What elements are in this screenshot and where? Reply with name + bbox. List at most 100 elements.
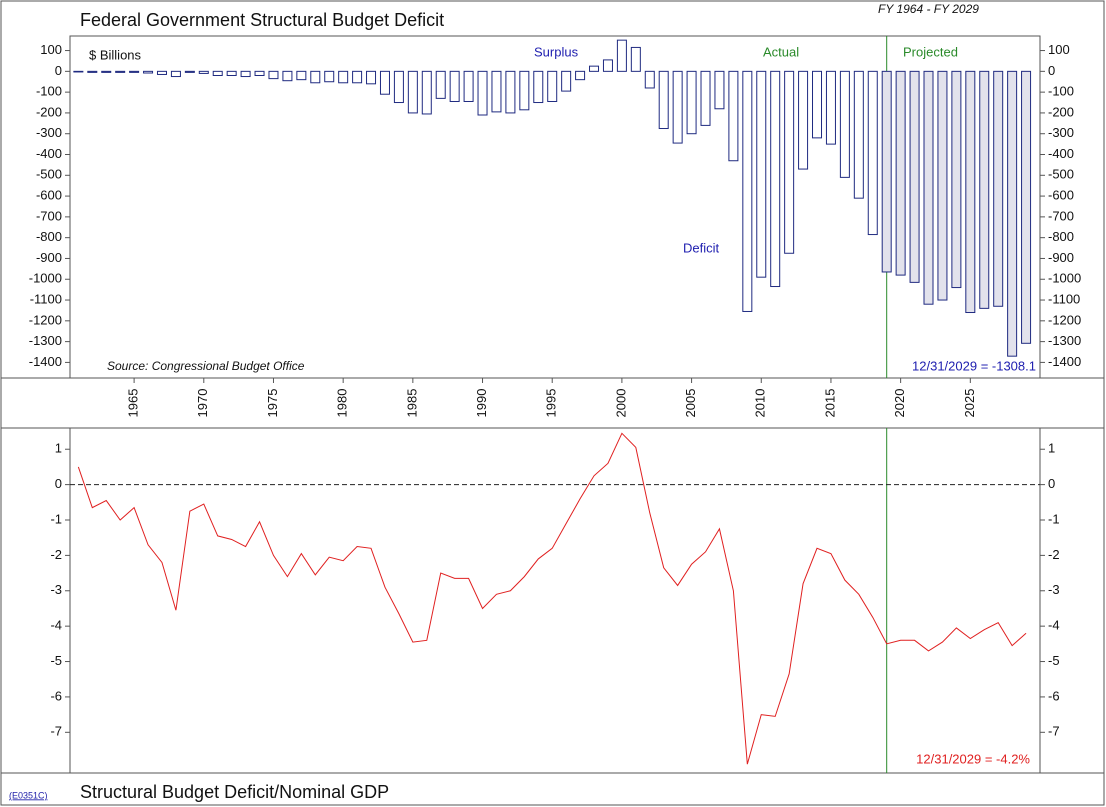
y-tick-label: -1300 (1048, 333, 1081, 348)
x-tick-label: 1995 (544, 389, 559, 418)
bar (798, 70, 809, 170)
y-tick-label: -200 (36, 104, 62, 119)
y-tick-label: -800 (36, 229, 62, 244)
y-tick-label: 100 (1048, 42, 1070, 57)
bar (296, 70, 307, 81)
y-tick-label: -3 (1048, 582, 1060, 597)
y-tick-label: 1 (1048, 441, 1055, 456)
bar (561, 70, 572, 92)
y-tick-label: -4 (1048, 618, 1060, 633)
y-tick-label: -4 (50, 618, 62, 633)
bar (170, 70, 181, 78)
bar (505, 70, 516, 114)
bar (407, 70, 418, 114)
y-tick-label: 0 (1048, 476, 1055, 491)
bar (895, 70, 906, 276)
x-tick-label: 2000 (613, 389, 628, 418)
source: Source: Congressional Budget Office (107, 359, 305, 373)
y-tick-label: -700 (36, 208, 62, 223)
bar (839, 70, 850, 178)
bar (338, 70, 349, 84)
y-tick-label: -3 (50, 582, 62, 597)
last-value: 12/31/2029 = -4.2% (916, 751, 1030, 766)
bar (73, 70, 84, 73)
bar (853, 70, 864, 199)
y-tick-label: -1100 (30, 291, 62, 306)
y-tick-label: -800 (1048, 229, 1074, 244)
bar (310, 70, 321, 84)
bar (115, 70, 126, 73)
y-tick-label: -5 (1048, 653, 1060, 668)
bar (491, 70, 502, 113)
bar (951, 70, 962, 289)
bar (366, 70, 377, 85)
bar (686, 70, 697, 135)
y-tick-label: -1200 (1048, 312, 1081, 327)
y-tick-label: -100 (1048, 84, 1074, 99)
bar (87, 70, 98, 73)
y-tick-label: -100 (36, 84, 62, 99)
bar (129, 70, 140, 73)
bar (184, 70, 195, 73)
y-tick-label: -900 (1048, 250, 1074, 265)
bar (867, 70, 878, 236)
bar (1007, 70, 1018, 357)
bar (477, 70, 488, 116)
legend-entry: Actual (763, 44, 799, 59)
y-tick-label: -1400 (1048, 354, 1081, 369)
last-value: 12/31/2029 = -1308.1 (912, 358, 1036, 373)
bar (993, 70, 1004, 307)
bar (421, 70, 432, 115)
annotation: Deficit (683, 240, 720, 255)
y-tick-label: -500 (36, 167, 62, 182)
y-tick-label: -1 (1048, 511, 1060, 526)
bar (254, 70, 265, 77)
bar (602, 59, 613, 72)
bar (156, 70, 167, 75)
bar (449, 70, 460, 102)
bar (742, 70, 753, 312)
bar (463, 70, 474, 102)
y-tick-label: 100 (40, 42, 62, 57)
y-tick-label: -5 (50, 653, 62, 668)
x-tick-label: 2020 (892, 389, 907, 418)
bar (282, 70, 293, 82)
bar (226, 70, 237, 77)
bar (616, 39, 627, 72)
bar (379, 70, 390, 95)
x-tick-label: 2025 (962, 389, 977, 418)
y-tick-label: -600 (36, 188, 62, 203)
x-tick-label: 2005 (683, 389, 698, 418)
y-tick-label: -300 (1048, 125, 1074, 140)
y-tick-label: -7 (50, 724, 62, 739)
bar (644, 70, 655, 89)
bar (547, 70, 558, 102)
y-tick-label: -2 (1048, 547, 1060, 562)
y-tick-label: -1000 (1048, 271, 1081, 286)
period: FY 1964 - FY 2029 (878, 2, 979, 16)
y-tick-label: -1 (50, 511, 62, 526)
x-tick-label: 1980 (335, 389, 350, 418)
y-tick-label: -1100 (1048, 291, 1080, 306)
annotation: Surplus (534, 44, 579, 59)
y-tick-label: -400 (36, 146, 62, 161)
footer-code: (E0351C) (9, 790, 48, 800)
chart-title: Structural Budget Deficit/Nominal GDP (80, 782, 389, 802)
bar (825, 70, 836, 145)
y-tick-label: 0 (55, 476, 62, 491)
y-tick-label: -300 (36, 125, 62, 140)
bar (658, 70, 669, 130)
y-tick-label: -1300 (29, 333, 62, 348)
bar (923, 70, 934, 305)
y-tick-label: -1000 (29, 271, 62, 286)
bar (700, 70, 711, 126)
bar (198, 70, 209, 74)
unit-label: $ Billions (89, 47, 142, 62)
bar (435, 70, 446, 99)
x-tick-label: 1990 (474, 389, 489, 418)
bar (352, 70, 363, 84)
bar (756, 70, 767, 278)
y-tick-label: -6 (1048, 688, 1060, 703)
bar (909, 70, 920, 283)
